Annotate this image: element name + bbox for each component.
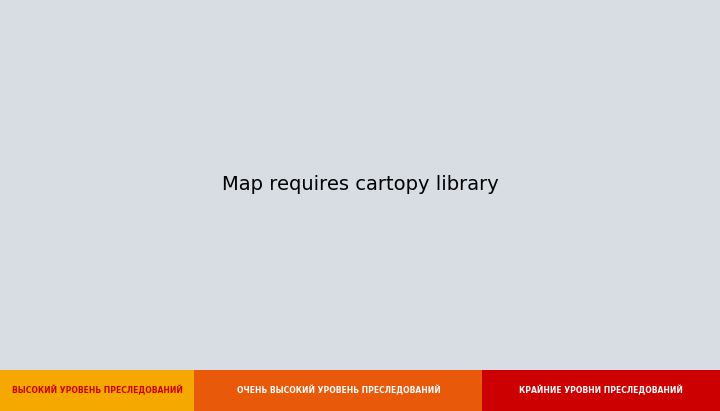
Text: ОЧЕНЬ ВЫСОКИЙ УРОВЕНЬ ПРЕСЛЕДОВАНИЙ: ОЧЕНЬ ВЫСОКИЙ УРОВЕНЬ ПРЕСЛЕДОВАНИЙ <box>237 386 440 395</box>
Bar <box>0 370 194 411</box>
Text: Map requires cartopy library: Map requires cartopy library <box>222 175 498 194</box>
Text: КРАЙНИЕ УРОВНИ ПРЕСЛЕДОВАНИЙ: КРАЙНИЕ УРОВНИ ПРЕСЛЕДОВАНИЙ <box>519 386 683 395</box>
Bar <box>482 370 720 411</box>
Bar <box>194 370 482 411</box>
Text: ВЫСОКИЙ УРОВЕНЬ ПРЕСЛЕДОВАНИЙ: ВЫСОКИЙ УРОВЕНЬ ПРЕСЛЕДОВАНИЙ <box>12 386 183 395</box>
